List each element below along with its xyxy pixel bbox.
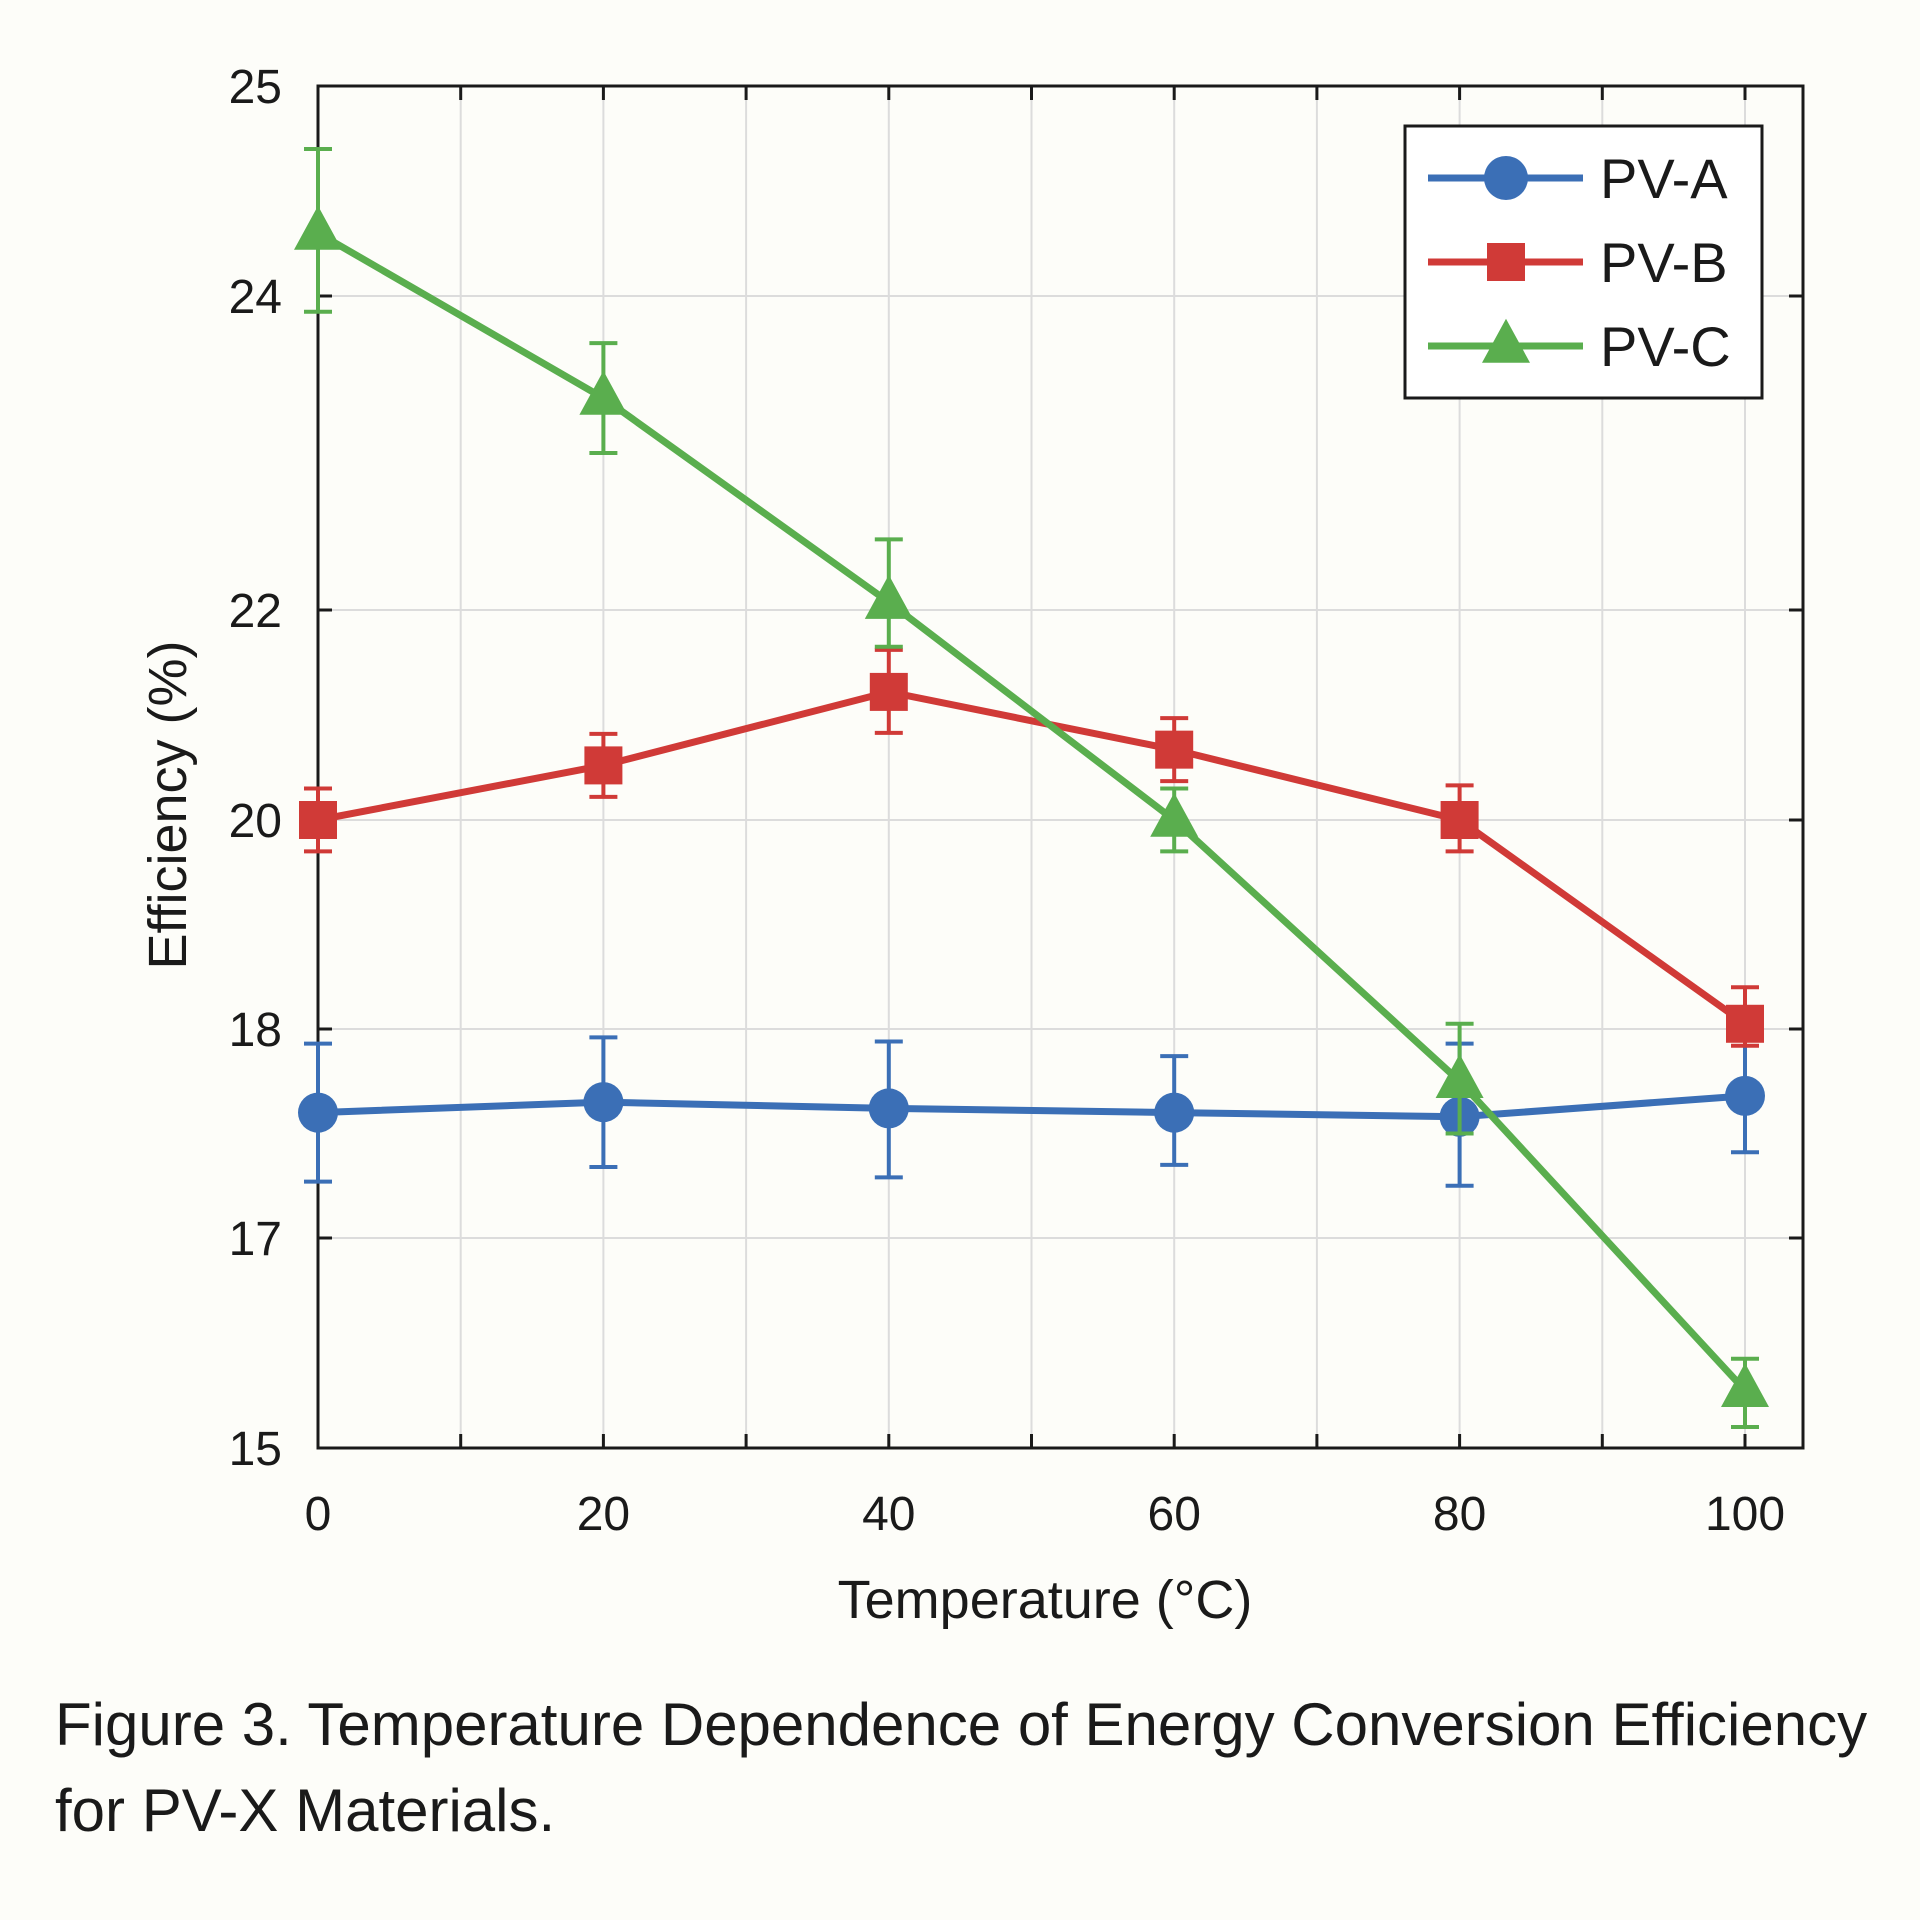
legend-entry-pv-a: PV-A bbox=[1428, 147, 1728, 210]
data-point bbox=[294, 205, 342, 250]
data-point bbox=[1154, 1092, 1195, 1133]
y-tick-label: 24 bbox=[229, 271, 282, 324]
x-tick-label: 100 bbox=[1705, 1488, 1785, 1541]
data-point bbox=[298, 1092, 338, 1133]
x-axis-title: Temperature (°C) bbox=[838, 1570, 1253, 1630]
data-point bbox=[1725, 1075, 1765, 1116]
data-point bbox=[1435, 1053, 1484, 1098]
data-point bbox=[1440, 801, 1479, 839]
legend-marker bbox=[1482, 318, 1530, 363]
y-tick-label: 25 bbox=[229, 61, 282, 114]
data-point bbox=[579, 370, 628, 415]
legend-label: PV-A bbox=[1600, 147, 1728, 210]
x-tick-label: 60 bbox=[1148, 1488, 1201, 1541]
data-point bbox=[868, 1088, 909, 1129]
y-tick-label: 20 bbox=[229, 795, 282, 848]
x-tick-label: 20 bbox=[577, 1488, 630, 1541]
series-pv-c bbox=[294, 147, 1769, 1429]
y-tick-label: 15 bbox=[229, 1423, 282, 1476]
data-series bbox=[294, 147, 1769, 1429]
series-line bbox=[317, 1092, 1746, 1121]
data-point bbox=[1150, 792, 1199, 837]
legend-label: PV-B bbox=[1600, 231, 1728, 294]
data-point bbox=[864, 574, 913, 619]
data-point bbox=[1155, 730, 1194, 769]
legend-box bbox=[1403, 124, 1764, 400]
y-tick-label: 22 bbox=[229, 585, 282, 638]
y-axis-title: Efficiency (%) bbox=[138, 640, 198, 969]
legend-entry-pv-c: PV-C bbox=[1428, 315, 1731, 378]
tick-labels: 0 20 40 60 80 100 15 17 18 20 22 24 25 bbox=[229, 61, 1785, 1541]
y-tick-label: 17 bbox=[229, 1213, 282, 1266]
legend-label: PV-C bbox=[1600, 315, 1731, 378]
data-point bbox=[299, 801, 337, 839]
series-line bbox=[317, 688, 1748, 1027]
series-pv-b bbox=[299, 647, 1764, 1048]
figure-caption: Figure 3. Temperature Dependence of Ener… bbox=[55, 1691, 1868, 1844]
data-point bbox=[584, 746, 623, 785]
data-point bbox=[869, 672, 908, 711]
plot-area-frame bbox=[316, 84, 1805, 1450]
data-point bbox=[583, 1082, 624, 1123]
data-point bbox=[1726, 1004, 1764, 1043]
y-tick-label: 18 bbox=[229, 1004, 282, 1057]
x-tick-label: 80 bbox=[1433, 1488, 1486, 1541]
x-tick-label: 40 bbox=[862, 1488, 915, 1541]
legend-marker bbox=[1487, 243, 1525, 281]
legend-marker bbox=[1484, 156, 1528, 200]
series-line bbox=[316, 229, 1748, 1393]
legend-entry-pv-b: PV-B bbox=[1428, 231, 1728, 294]
x-tick-label: 0 bbox=[305, 1488, 332, 1541]
legend: PV-A PV-B PV-C bbox=[1403, 124, 1764, 400]
chart: 0 20 40 60 80 100 15 17 18 20 22 24 25 Temperature (… bbox=[138, 61, 1805, 1630]
data-point bbox=[1721, 1362, 1769, 1407]
